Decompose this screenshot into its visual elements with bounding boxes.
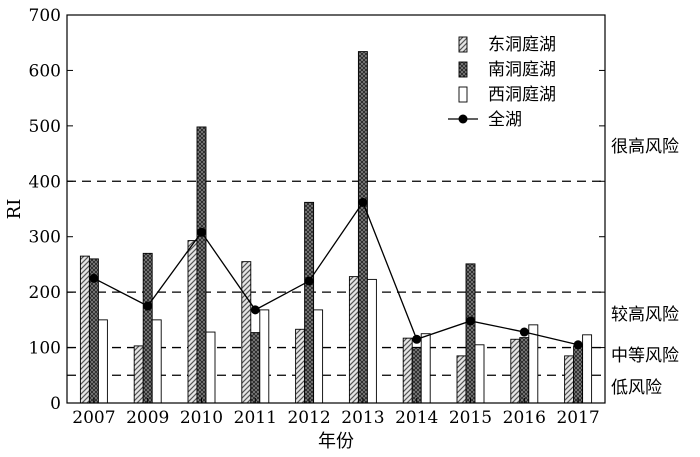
- point-全湖-2014: [412, 334, 422, 344]
- line-全湖: [93, 200, 579, 346]
- y-tick-label-200: 200: [29, 283, 61, 303]
- bar-东洞庭湖-2012: [295, 328, 306, 404]
- y-tick-label-600: 600: [29, 61, 61, 81]
- bar-东洞庭湖-2009: [133, 345, 144, 404]
- bar-南洞庭湖-2010: [196, 126, 207, 404]
- risk-label-400: 很高风险: [611, 137, 679, 157]
- bar-东洞庭湖-2016: [510, 338, 521, 404]
- x-tick-label-2007: 2007: [72, 408, 115, 428]
- x-tick-label-2009: 2009: [126, 408, 169, 428]
- y-axis-title: RI: [4, 199, 25, 220]
- y-tick-label-0: 0: [50, 394, 61, 414]
- y-tick-label-500: 500: [29, 117, 61, 137]
- bar-东洞庭湖-2014: [402, 337, 413, 404]
- bar-东洞庭湖-2010: [187, 240, 198, 404]
- bar-西洞庭湖-2016: [528, 324, 539, 404]
- x-tick-label-2013: 2013: [341, 408, 384, 428]
- x-tick-label-2014: 2014: [395, 408, 438, 428]
- legend-swatch-南洞庭湖: [458, 61, 468, 78]
- y-tick-label-300: 300: [29, 228, 61, 248]
- bar-南洞庭湖-2013: [357, 51, 368, 404]
- bar-东洞庭湖-2017: [564, 355, 575, 404]
- bar-东洞庭湖-2007: [79, 255, 90, 404]
- x-tick-label-2010: 2010: [180, 408, 223, 428]
- bar-西洞庭湖-2014: [420, 333, 431, 404]
- bar-东洞庭湖-2015: [456, 355, 467, 404]
- point-全湖-2007: [89, 273, 99, 283]
- point-全湖-2010: [197, 227, 206, 237]
- bar-南洞庭湖-2011: [250, 332, 261, 404]
- legend-label-西洞庭湖: 西洞庭湖: [488, 85, 556, 105]
- bar-西洞庭湖-2011: [259, 309, 270, 404]
- x-tick-label-2015: 2015: [449, 408, 492, 428]
- bar-西洞庭湖-2012: [313, 309, 324, 404]
- risk-label-200: 较高风险: [611, 305, 679, 325]
- legend-label-南洞庭湖: 南洞庭湖: [488, 60, 556, 80]
- point-全湖-2016: [519, 327, 529, 337]
- bar-南洞庭湖-2017: [573, 345, 584, 404]
- legend-label-全湖: 全湖: [488, 110, 522, 130]
- x-axis-title: 年份: [318, 431, 354, 452]
- x-tick-label-2016: 2016: [503, 408, 546, 428]
- x-tick-label-2017: 2017: [556, 408, 599, 428]
- bar-南洞庭湖-2014: [411, 347, 422, 404]
- point-全湖-2009: [143, 301, 153, 311]
- bar-南洞庭湖-2016: [519, 337, 530, 404]
- bar-西洞庭湖-2013: [366, 278, 377, 404]
- risk-label-50: 低风险: [611, 378, 662, 398]
- point-全湖-2012: [304, 276, 314, 286]
- bar-西洞庭湖-2009: [151, 319, 162, 404]
- bar-西洞庭湖-2010: [205, 331, 216, 404]
- y-tick-label-700: 700: [29, 6, 61, 26]
- point-全湖-2011: [250, 305, 260, 315]
- x-tick-label-2012: 2012: [287, 408, 330, 428]
- y-tick-label-100: 100: [29, 339, 61, 359]
- bar-西洞庭湖-2017: [582, 334, 593, 404]
- bar-西洞庭湖-2007: [97, 319, 108, 404]
- bar-南洞庭湖-2015: [465, 263, 476, 404]
- legend-swatch-东洞庭湖: [458, 36, 468, 53]
- y-tick-label-400: 400: [29, 172, 61, 192]
- bar-西洞庭湖-2015: [474, 344, 485, 404]
- bar-南洞庭湖-2009: [142, 252, 153, 404]
- bar-东洞庭湖-2013: [348, 276, 359, 404]
- legend-label-东洞庭湖: 东洞庭湖: [488, 35, 556, 55]
- bar-南洞庭湖-2012: [304, 201, 315, 404]
- x-tick-label-2011: 2011: [234, 408, 277, 428]
- legend-swatch-marker-全湖: [458, 114, 468, 124]
- plot-frame: [66, 14, 606, 404]
- point-全湖-2013: [358, 197, 368, 207]
- legend-swatch-西洞庭湖: [458, 86, 468, 103]
- point-全湖-2017: [573, 340, 583, 350]
- point-全湖-2015: [466, 316, 475, 326]
- bar-东洞庭湖-2011: [241, 261, 252, 404]
- risk-label-100: 中等风险: [611, 346, 679, 366]
- plot-area: 0 100 200 300 400 500 600 700 2007 2009 2010 2011 20…: [4, 6, 679, 452]
